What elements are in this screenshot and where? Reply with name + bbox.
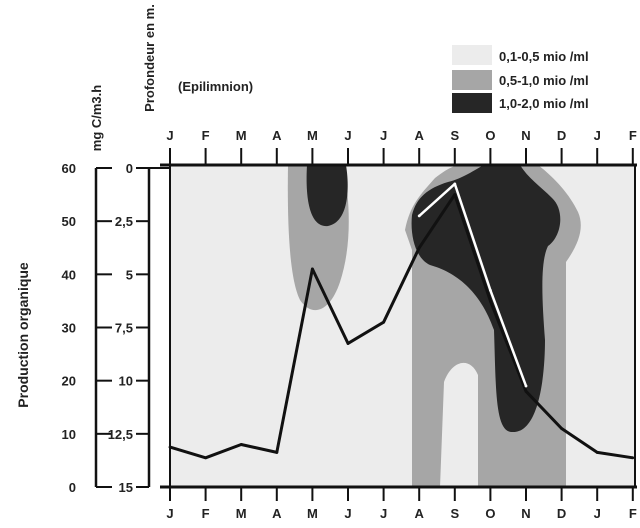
depth-tick-label: 10 [119,374,133,389]
production-point [631,456,635,460]
legend-swatch-medium [452,70,492,90]
month-label-top: A [272,128,282,143]
legend-label-low: 0,1-0,5 mio /ml [499,49,589,64]
production-point [417,246,421,250]
month-label-bottom: F [202,506,210,521]
production-line-highlight [418,182,528,387]
month-label-bottom: M [236,506,247,521]
series-layer [168,182,635,460]
month-label-bottom: M [307,506,318,521]
production-tick-label: 30 [62,321,76,336]
production-point [168,445,172,449]
depth-tick-label: 15 [119,480,133,495]
production-tick-label: 60 [62,161,76,176]
legend-swatch-high [452,93,492,113]
month-label-bottom: J [380,506,387,521]
month-label-bottom: J [344,506,351,521]
month-label-top: N [521,128,530,143]
depth-tick-label: 12,5 [108,427,133,442]
depth-tick-label: 7,5 [115,321,133,336]
production-point [453,193,457,196]
depth-tick-label: 2,5 [115,214,133,229]
month-label-bottom: A [415,506,425,521]
production-point [204,456,208,460]
month-label-bottom: N [521,506,530,521]
production-point [595,451,599,454]
production-highlight-point [489,288,492,292]
production-highlight-point [453,182,457,186]
production-line [169,193,634,460]
month-label-top: S [450,128,459,143]
month-label-bottom: O [485,506,495,521]
chart-subtitle: (Epilimnion) [178,79,253,94]
ticks-layer: J F M A M J J A S O N D J FJ F M A M J J A S O N D J F605040302010… [62,128,637,521]
month-label-top: J [380,128,387,143]
month-label-bottom: J [166,506,173,521]
production-tick-label: 50 [62,214,76,229]
month-label-bottom: A [272,506,282,521]
production-axis-title: Production organique [15,262,31,408]
production-unit-label: mg C/m3.h [89,85,104,152]
month-label-top: F [629,128,637,143]
production-highlight-point [417,214,421,218]
legend: 0,1-0,5 mio /ml 0,5-1,0 mio /ml 1,0-2,0 … [452,45,589,113]
production-tick-label: 40 [62,267,76,282]
production-point [489,299,492,303]
depth-axis-title: Profondeur en m. [142,4,157,112]
zone-high-autumn [411,165,561,433]
month-label-top: J [166,128,173,143]
month-label-top: F [202,128,210,143]
month-label-top: M [236,128,247,143]
month-label-bottom: F [629,506,637,521]
production-point [560,427,563,430]
depth-tick-label: 0 [126,161,133,176]
month-label-bottom: D [557,506,566,521]
month-label-bottom: S [450,506,459,521]
month-label-top: J [344,128,351,143]
month-label-top: O [485,128,495,143]
legend-label-high: 1,0-2,0 mio /ml [499,96,589,111]
production-highlight-point [524,384,528,388]
month-label-top: J [594,128,601,143]
production-point [524,389,528,393]
month-label-top: A [415,128,425,143]
production-tick-label: 20 [62,374,76,389]
depth-tick-label: 5 [126,267,133,282]
legend-swatch-low [452,45,492,65]
month-label-top: D [557,128,566,143]
zone-high-may [306,165,348,227]
production-tick-label: 0 [69,480,76,495]
production-point [346,342,350,345]
legend-label-medium: 0,5-1,0 mio /ml [499,73,589,88]
production-point [382,320,385,324]
production-tick-label: 10 [62,427,76,442]
production-point [311,267,314,271]
production-point [239,443,243,446]
month-label-top: M [307,128,318,143]
production-point [275,451,279,454]
month-label-bottom: J [594,506,601,521]
